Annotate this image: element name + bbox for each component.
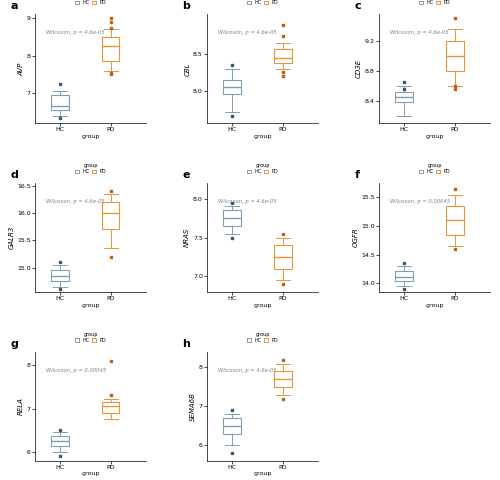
Text: Wilcoxon, p = 4.6e-05: Wilcoxon, p = 4.6e-05	[46, 30, 104, 35]
X-axis label: group: group	[82, 134, 100, 139]
FancyBboxPatch shape	[102, 202, 120, 229]
X-axis label: group: group	[254, 134, 272, 139]
FancyBboxPatch shape	[224, 80, 241, 94]
Legend: HC, PD: HC, PD	[417, 0, 452, 7]
X-axis label: group: group	[82, 471, 100, 476]
FancyBboxPatch shape	[102, 37, 120, 61]
FancyBboxPatch shape	[52, 95, 69, 110]
FancyBboxPatch shape	[446, 41, 464, 71]
Y-axis label: AVP: AVP	[18, 62, 24, 75]
Y-axis label: OGFR: OGFR	[352, 228, 358, 248]
X-axis label: group: group	[82, 302, 100, 308]
FancyBboxPatch shape	[274, 245, 291, 269]
Text: Wilcoxon, p = 4.6e-05: Wilcoxon, p = 4.6e-05	[218, 199, 276, 204]
Legend: HC, PD: HC, PD	[73, 0, 108, 7]
FancyBboxPatch shape	[224, 418, 241, 433]
X-axis label: group: group	[426, 134, 444, 139]
Y-axis label: RELA: RELA	[18, 397, 24, 415]
X-axis label: group: group	[254, 471, 272, 476]
Text: f: f	[354, 170, 360, 180]
FancyBboxPatch shape	[224, 210, 241, 226]
Text: Wilcoxon, p = 4.6e-05: Wilcoxon, p = 4.6e-05	[390, 30, 448, 35]
FancyBboxPatch shape	[274, 48, 291, 63]
Text: c: c	[354, 1, 361, 12]
FancyBboxPatch shape	[396, 92, 413, 102]
Legend: HC, PD: HC, PD	[245, 162, 280, 176]
Legend: HC, PD: HC, PD	[245, 0, 280, 7]
FancyBboxPatch shape	[52, 270, 69, 281]
Text: Wilcoxon, p = 0.00045: Wilcoxon, p = 0.00045	[390, 199, 450, 204]
FancyBboxPatch shape	[102, 402, 120, 413]
X-axis label: group: group	[426, 302, 444, 308]
FancyBboxPatch shape	[396, 271, 413, 281]
Legend: HC, PD: HC, PD	[417, 162, 452, 176]
Text: e: e	[182, 170, 190, 180]
Legend: HC, PD: HC, PD	[73, 330, 108, 344]
FancyBboxPatch shape	[446, 206, 464, 235]
FancyBboxPatch shape	[274, 372, 291, 387]
Legend: HC, PD: HC, PD	[73, 162, 108, 176]
Y-axis label: CD3E: CD3E	[356, 59, 362, 78]
Text: Wilcoxon, p = 4.6e-05: Wilcoxon, p = 4.6e-05	[218, 368, 276, 372]
X-axis label: group: group	[254, 302, 272, 308]
Y-axis label: CBL: CBL	[184, 62, 190, 75]
Text: Wilcoxon, p = 4.6e-05: Wilcoxon, p = 4.6e-05	[46, 199, 104, 204]
Text: d: d	[10, 170, 18, 180]
Text: a: a	[10, 1, 18, 12]
Text: g: g	[10, 339, 18, 349]
Y-axis label: NRAS: NRAS	[184, 228, 190, 247]
Text: h: h	[182, 339, 190, 349]
Text: b: b	[182, 1, 190, 12]
Text: Wilcoxon, p = 4.6e-05: Wilcoxon, p = 4.6e-05	[218, 30, 276, 35]
Y-axis label: GALR3: GALR3	[8, 226, 14, 249]
FancyBboxPatch shape	[52, 435, 69, 445]
Text: Wilcoxon, p = 0.00045: Wilcoxon, p = 0.00045	[46, 368, 106, 372]
Y-axis label: SEMA6B: SEMA6B	[190, 392, 196, 421]
Legend: HC, PD: HC, PD	[245, 330, 280, 344]
